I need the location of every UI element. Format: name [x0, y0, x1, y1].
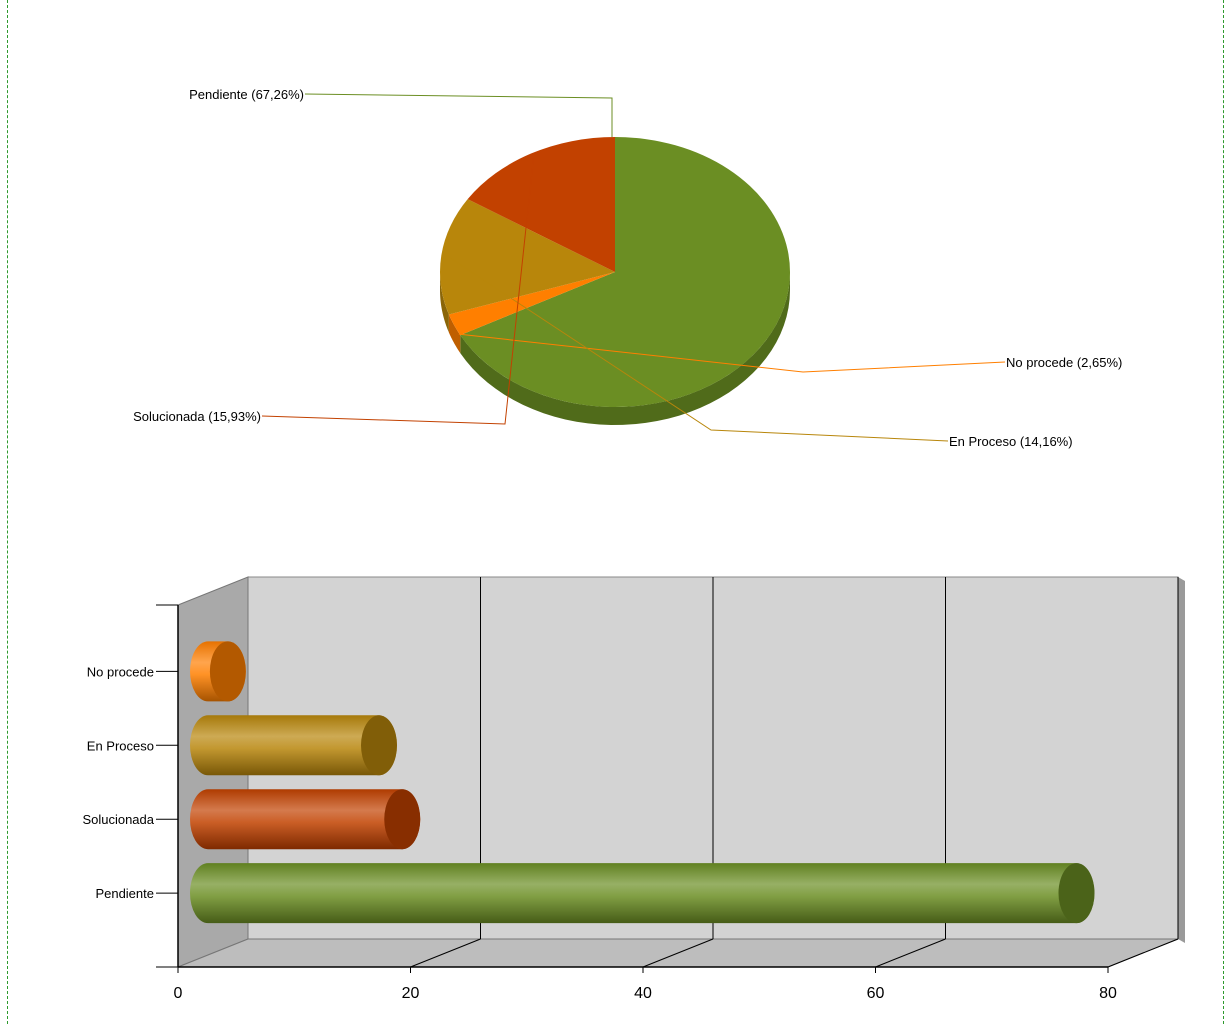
pie-slice-en-proceso[interactable]	[440, 199, 615, 315]
bar-solucionada[interactable]	[190, 789, 421, 850]
y-tick-label-no-procede: No procede	[87, 664, 154, 679]
pie-label-solucionada: Solucionada (15,93%)	[133, 409, 261, 424]
x-tick-label: 40	[634, 985, 652, 1002]
bar-floor-gridline	[875, 938, 946, 968]
bar-floor-gridline	[642, 938, 714, 968]
bar-cap-en-proceso	[361, 715, 397, 776]
y-tick-label-pendiente: Pendiente	[95, 886, 154, 901]
bar-wall-shadow	[1178, 577, 1185, 943]
pie-chart: Pendiente (67,26%) No procede (2,65%) En P…	[133, 87, 1122, 449]
y-tick-label-en-proceso: En Proceso	[87, 738, 154, 753]
bar-chart: 0 20 40 60 80 Pendiente Solucionada En Proceso N…	[82, 576, 1185, 1002]
pie-slice-solucionada[interactable]	[467, 137, 615, 272]
bar-pendiente[interactable]	[190, 863, 1095, 924]
pie-slice-no-procede[interactable]	[448, 272, 615, 336]
x-tick-label: 0	[174, 985, 183, 1002]
y-tick-label-solucionada: Solucionada	[82, 812, 154, 827]
bar-floor-gridline	[410, 938, 481, 968]
x-tick-label: 20	[402, 985, 420, 1002]
pie-leader-solucionada	[261, 157, 535, 425]
pie-side-no-procede	[448, 314, 461, 354]
bar-cap-no-procede	[209, 641, 246, 702]
bar-cap-solucionada	[384, 789, 421, 850]
pie-label-pendiente: Pendiente (67,26%)	[189, 87, 304, 102]
bar-cap-pendiente	[1058, 863, 1095, 924]
pie-side-en-proceso	[440, 272, 449, 333]
pie-leader-no-procede	[458, 333, 1006, 373]
x-tick-label: 60	[867, 985, 885, 1002]
bar-floor-gridline	[1107, 938, 1179, 968]
pie-leader-en-proceso	[446, 255, 949, 442]
pie-leader-pendiente	[304, 93, 613, 137]
pie-slice-pendiente[interactable]	[460, 137, 790, 407]
pie-label-no-procede: No procede (2,65%)	[1006, 355, 1122, 370]
chart-frame	[7, 0, 1224, 1024]
pie-label-en-proceso: En Proceso (14,16%)	[949, 434, 1073, 449]
pie-side-pendiente	[460, 272, 790, 425]
bar-en-proceso[interactable]	[190, 715, 397, 776]
x-tick-label: 80	[1099, 985, 1117, 1002]
